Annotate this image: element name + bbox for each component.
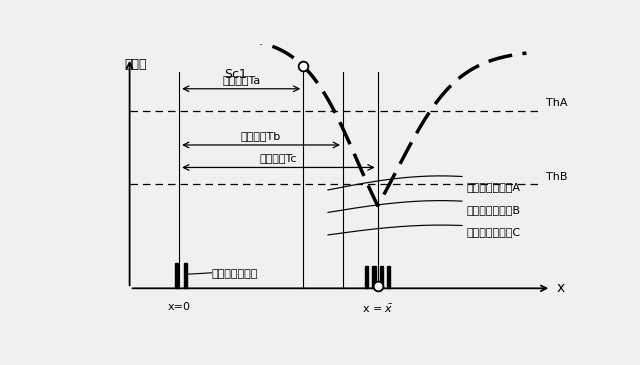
Bar <box>184 263 188 288</box>
Text: 対象メッセージB: 対象メッセージB <box>467 205 521 215</box>
Text: 正当メッセージ: 正当メッセージ <box>211 269 258 279</box>
Text: 対象メッセージC: 対象メッセージC <box>467 227 521 237</box>
Text: ThB: ThB <box>547 172 568 181</box>
Text: x: x <box>556 281 564 295</box>
Text: 送信間隔Tc: 送信間隔Tc <box>260 153 297 163</box>
Text: Sc1: Sc1 <box>224 68 246 81</box>
Text: スコア: スコア <box>125 58 147 71</box>
Text: ThA: ThA <box>547 99 568 108</box>
Text: 送信間隔Tb: 送信間隔Tb <box>241 131 281 141</box>
Bar <box>387 266 390 288</box>
Text: 送信間隔Ta: 送信間隔Ta <box>222 74 260 85</box>
Bar <box>175 263 179 288</box>
Bar <box>372 266 376 288</box>
Text: 対象メッセージA: 対象メッセージA <box>467 182 521 192</box>
Text: x=0: x=0 <box>168 302 191 312</box>
Bar <box>365 266 369 288</box>
Text: x = $\bar{x}$: x = $\bar{x}$ <box>362 302 394 315</box>
Bar <box>380 266 383 288</box>
